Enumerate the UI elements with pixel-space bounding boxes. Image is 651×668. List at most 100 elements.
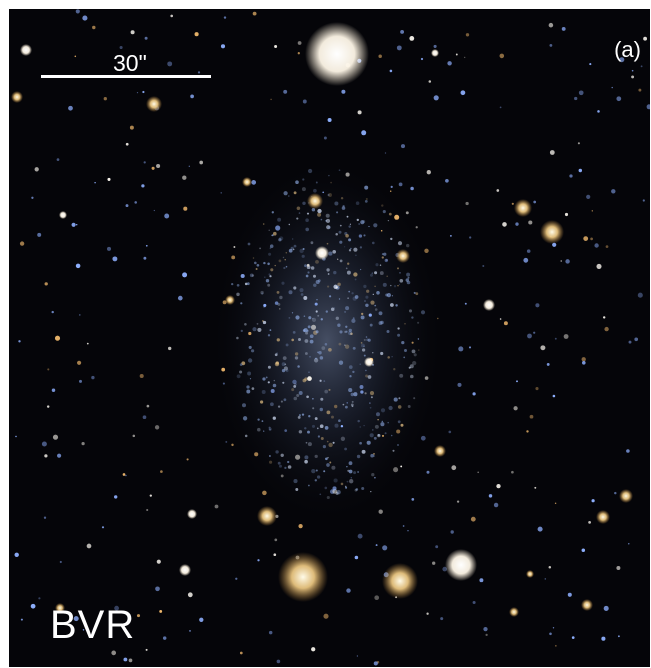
galaxy-star-grain [380, 351, 384, 356]
galaxy-star-grain [285, 369, 289, 373]
galaxy-star-grain [317, 314, 320, 317]
field-star [51, 310, 54, 314]
galaxy-star-grain [298, 391, 303, 395]
field-star [616, 96, 622, 102]
galaxy-star-grain [344, 310, 347, 313]
field-star [31, 196, 34, 199]
field-star [276, 659, 281, 664]
galaxy-star-grain [370, 273, 373, 277]
field-star [389, 190, 392, 192]
field-star [340, 424, 344, 428]
galaxy-star-grain [309, 339, 314, 344]
field-star [44, 454, 48, 458]
galaxy-star-grain [274, 353, 278, 357]
field-star [549, 632, 552, 636]
field-star [94, 181, 96, 184]
galaxy-star-grain [327, 193, 330, 197]
galaxy-star-grain [326, 495, 330, 500]
field-star [75, 9, 80, 14]
field-star [640, 65, 643, 68]
galaxy-star-grain [269, 329, 272, 331]
field-star [59, 560, 62, 564]
field-star [334, 404, 338, 409]
galaxy-star-grain [281, 368, 286, 373]
galaxy-star-grain [379, 271, 384, 276]
star-right-bottom [596, 510, 610, 524]
galaxy-star-grain [326, 463, 330, 467]
star-top-left [20, 44, 32, 56]
galaxy-star-grain [363, 345, 365, 347]
galaxy-star-grain [316, 475, 321, 479]
field-star [591, 210, 593, 212]
galaxy-star-grain [246, 282, 250, 286]
galaxy-star-grain [365, 374, 369, 378]
galaxy-star-grain [274, 361, 280, 367]
field-star [332, 486, 337, 491]
galaxy-star-grain [272, 383, 277, 388]
galaxy-star-grain [327, 456, 329, 459]
field-star [221, 367, 226, 372]
galaxy-star-grain [304, 352, 308, 355]
galaxy-star-grain [349, 479, 354, 484]
field-star [114, 605, 119, 611]
galaxy-star-grain [274, 264, 276, 267]
galaxy-star-grain [261, 390, 266, 394]
galaxy-star-grain [315, 260, 319, 264]
field-star [151, 166, 155, 170]
galaxy-star-grain [284, 363, 287, 366]
field-star [368, 313, 372, 317]
galaxy-star-grain [365, 369, 367, 372]
galaxy-star-grain [319, 379, 322, 382]
galaxy-star-grain [365, 197, 368, 201]
star-upper-galaxy [315, 246, 329, 260]
galaxy-star-grain [283, 266, 286, 270]
galaxy-star-grain [338, 342, 342, 346]
galaxy-star-grain [370, 453, 374, 458]
field-star [302, 99, 307, 104]
galaxy-star-grain [325, 218, 331, 223]
galaxy-star-grain [309, 355, 311, 358]
galaxy-star-grain [320, 218, 323, 221]
bright-star-bottom-right [445, 549, 477, 581]
field-star [479, 578, 484, 583]
galaxy-star-grain [405, 278, 410, 282]
field-star [515, 222, 519, 226]
field-star [186, 458, 189, 461]
galaxy-star-grain [251, 274, 255, 277]
field-star [394, 214, 400, 220]
galaxy-star-grain [318, 351, 322, 355]
field-star [378, 509, 383, 514]
galaxy-star-grain [398, 283, 401, 286]
field-star [390, 185, 393, 189]
field-star [581, 357, 586, 362]
galaxy-star-grain [364, 185, 369, 190]
galaxy-star-grain [353, 272, 358, 277]
field-star [156, 559, 161, 564]
star-right-mid [483, 299, 495, 311]
field-star [214, 504, 219, 509]
galaxy-star-grain [409, 364, 414, 369]
galaxy-star-grain [363, 338, 366, 341]
field-star [153, 209, 155, 212]
field-star [567, 592, 572, 597]
field-star [426, 170, 431, 175]
galaxy-star-grain [328, 193, 332, 197]
galaxy-star-grain [303, 315, 306, 317]
field-star [231, 255, 236, 260]
galaxy-star-grain [353, 471, 357, 475]
field-star [145, 648, 148, 651]
field-stars [14, 9, 650, 666]
galaxy-star-grain [260, 290, 264, 295]
galaxy-star-grain [350, 332, 353, 336]
field-star [322, 191, 325, 194]
field-star [499, 53, 505, 59]
galaxy-star-grain [257, 327, 262, 332]
field-star [307, 376, 312, 381]
field-star [187, 592, 193, 598]
galaxy-star-grain [317, 435, 321, 438]
field-star [231, 443, 234, 447]
field-star [618, 635, 620, 638]
galaxy-star-grain [287, 460, 290, 464]
galaxy-star-grain [349, 223, 352, 225]
bright-star-bottom-left [278, 552, 328, 602]
